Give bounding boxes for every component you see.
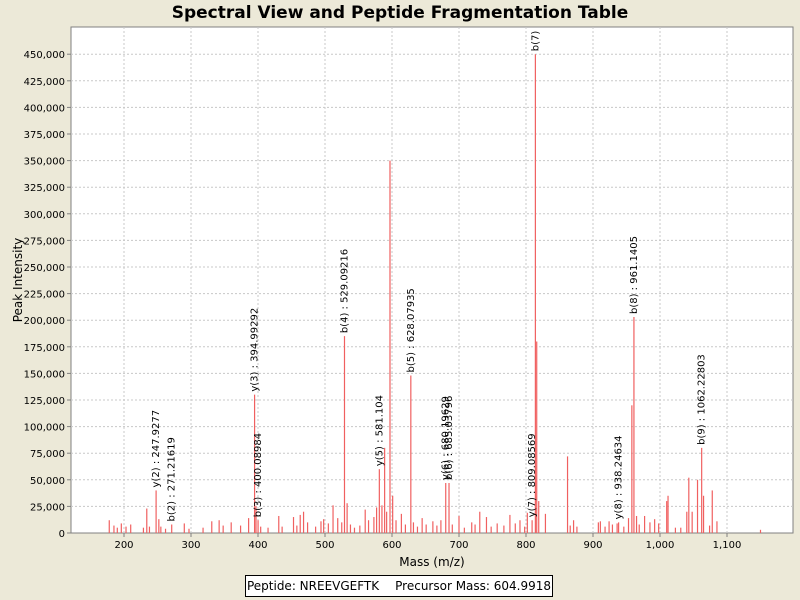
y-tick-label: 425,000 — [24, 77, 65, 88]
x-tick-label: 400 — [248, 540, 267, 551]
precursor-mass-label: Precursor Mass: 604.9918 — [395, 579, 552, 593]
y-tick-label: 75,000 — [30, 449, 65, 460]
peptide-info-box: Peptide: NREEVGEFTK Precursor Mass: 604.… — [245, 575, 553, 597]
y-tick-label: 100,000 — [24, 423, 65, 434]
y-tick-label: 125,000 — [24, 396, 65, 407]
y-tick-label: 450,000 — [24, 50, 65, 61]
x-tick-label: 700 — [449, 540, 468, 551]
y-tick-label: 50,000 — [30, 476, 65, 487]
peak-annotation: b(8) : 961.1405 — [629, 236, 640, 314]
y-tick-label: 375,000 — [24, 130, 65, 141]
annotation-layer: y(2) : 247.9277 b(2) : 271.21619 y(3) : 39… — [151, 31, 708, 522]
x-tick-label: 600 — [382, 540, 401, 551]
y-tick-label: 350,000 — [24, 157, 65, 168]
peptide-label: Peptide: NREEVGEFTK — [246, 579, 380, 593]
peak-annotation: y(6) : 680.19629 — [441, 396, 452, 480]
x-tick-label: 1,000 — [646, 540, 675, 551]
y-tick-label: 250,000 — [24, 263, 65, 274]
x-axis-label: Mass (m/z) — [399, 555, 464, 569]
chart-title: Spectral View and Peptide Fragmentation … — [171, 3, 629, 23]
y-tick-label: 200,000 — [24, 316, 65, 327]
x-tick-label: 200 — [114, 540, 133, 551]
peak-annotation: y(5) : 581.104 — [374, 395, 385, 466]
peak-annotation: b(6) : 685.03796 — [444, 396, 455, 480]
peak-annotation: b(3) : 400.08984 — [253, 433, 264, 517]
y-tick-label: 150,000 — [24, 369, 65, 380]
x-tick-label: 1,100 — [713, 540, 742, 551]
plot-area — [70, 26, 794, 534]
y-tick-label: 400,000 — [24, 103, 65, 114]
peak-annotation: y(8) : 938.24634 — [614, 435, 625, 519]
peaks-layer — [108, 54, 762, 533]
y-tick-label: 300,000 — [24, 210, 65, 221]
peak-annotation: y(7) : 809.08569 — [527, 433, 538, 517]
peak-annotation: y(3) : 394.99292 — [250, 308, 261, 392]
peak-annotation: y(2) : 247.9277 — [151, 410, 162, 488]
y-tick-label: 175,000 — [24, 343, 65, 354]
y-tick-label: 25,000 — [30, 502, 65, 513]
y-tick-label: 0 — [59, 529, 65, 540]
grid-layer — [71, 27, 793, 533]
x-tick-label: 800 — [516, 540, 535, 551]
x-tick-label: 500 — [315, 540, 334, 551]
y-axis-label: Peak Intensity — [11, 238, 25, 323]
peak-annotation: b(4) : 529.09216 — [339, 249, 350, 333]
peak-annotation: b(5) : 628.07935 — [406, 288, 417, 372]
y-tick-label: 225,000 — [24, 290, 65, 301]
peak-annotation: b(2) : 271.21619 — [167, 437, 178, 521]
peak-annotation: b(7) — [530, 31, 541, 52]
axes-layer: 0 25,000 50,000 75,000 100,000 125,000 150,000… — [24, 50, 742, 551]
y-tick-label: 325,000 — [24, 183, 65, 194]
peak-annotation: b(9) : 1062.22803 — [697, 354, 708, 445]
y-tick-label: 275,000 — [24, 236, 65, 247]
x-tick-label: 900 — [583, 540, 602, 551]
x-tick-label: 300 — [181, 540, 200, 551]
